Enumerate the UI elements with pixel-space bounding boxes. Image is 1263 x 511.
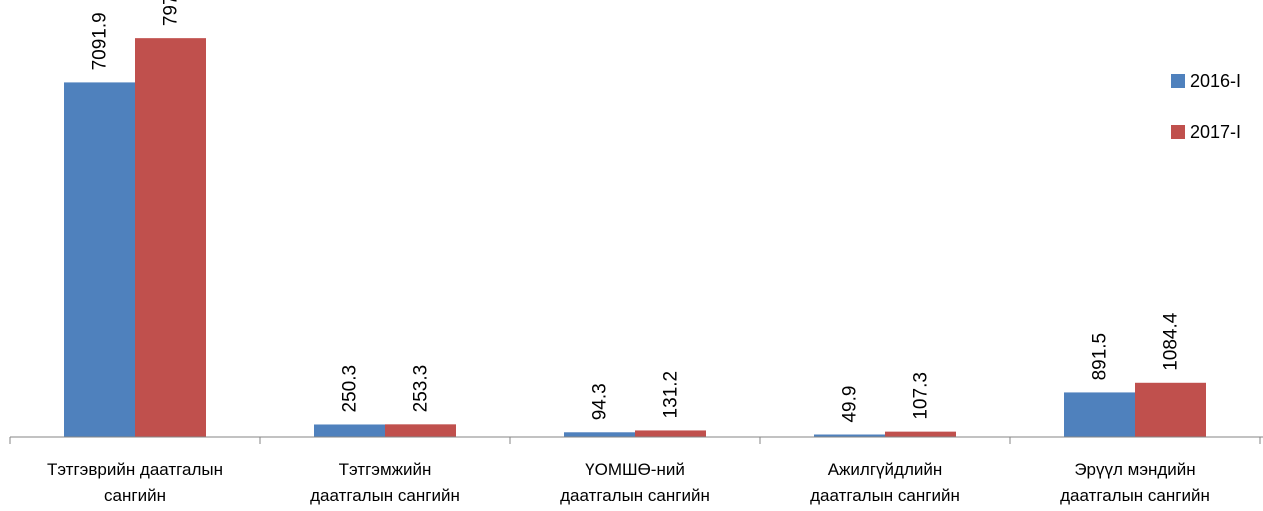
x-axis: [9, 436, 1263, 444]
bar: [814, 434, 885, 437]
x-tick-label: даатгалын сангийн: [810, 486, 960, 505]
data-label: 131.2: [661, 371, 682, 419]
bar: [885, 431, 956, 437]
x-tick-label: даатгалын сангийн: [1060, 486, 1210, 505]
x-tick-label: ҮОМШӨ-ний: [585, 460, 685, 479]
x-tick-label: Тэтгэврийн даатгалын: [47, 460, 223, 479]
legend-label: 2016-I: [1190, 71, 1241, 91]
bar: [314, 424, 385, 437]
x-tick-label: сангийн: [104, 486, 166, 505]
bar: [1064, 392, 1135, 437]
bar: [1135, 382, 1206, 437]
data-label: 7977.0: [161, 0, 182, 26]
data-label: 1084.4: [1161, 312, 1182, 371]
x-tick-label: Ажилгүйдлийн: [828, 460, 943, 479]
category-labels-layer: Тэтгэврийн даатгалын сангийн Тэтгэмжийн даа…: [47, 460, 1210, 505]
bar: [564, 432, 635, 437]
bar: [385, 424, 456, 437]
data-label: 7091.9: [90, 12, 111, 70]
legend-label: 2017-I: [1190, 122, 1241, 142]
data-label: 891.5: [1090, 333, 1111, 381]
x-tick-label: даатгалын сангийн: [310, 486, 460, 505]
x-tick-label: даатгалын сангийн: [560, 486, 710, 505]
data-labels-layer: 7091.9 250.3 94.3 49.9 891.5 7977.0 253.3 131.2…: [90, 0, 1182, 423]
data-label: 250.3: [340, 365, 361, 413]
data-label: 253.3: [411, 365, 432, 413]
bar: [635, 430, 706, 437]
x-tick-label: Эрүүл мэндийн: [1074, 460, 1195, 479]
bar: [64, 82, 135, 437]
legend-swatch: [1171, 74, 1185, 88]
x-tick-label: Тэтгэмжийн: [339, 460, 432, 479]
bars-layer: [64, 38, 1206, 438]
data-label: 107.3: [911, 372, 932, 420]
legend-swatch: [1171, 125, 1185, 139]
legend: 2016-I 2017-I: [1171, 71, 1241, 142]
data-label: 94.3: [590, 383, 611, 420]
data-label: 49.9: [840, 386, 861, 423]
bar: [135, 38, 206, 438]
